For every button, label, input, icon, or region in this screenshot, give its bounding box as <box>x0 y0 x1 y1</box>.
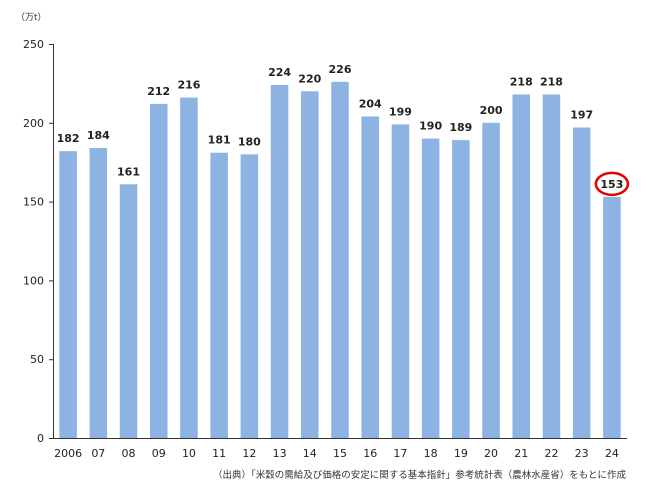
value-label-19: 189 <box>449 121 472 134</box>
bar-15 <box>331 81 349 438</box>
bar-14 <box>301 91 319 438</box>
x-tick-label-10: 10 <box>182 447 196 460</box>
bar-24 <box>603 196 621 438</box>
bar-09 <box>149 103 168 438</box>
x-tick-label-09: 09 <box>152 447 166 460</box>
value-label-21: 218 <box>510 75 533 88</box>
value-label-13: 224 <box>268 66 291 79</box>
bar-22 <box>542 94 561 438</box>
value-label-23: 197 <box>570 109 593 122</box>
value-label-12: 180 <box>238 135 261 148</box>
value-label-16: 204 <box>359 97 382 110</box>
x-tick-label-16: 16 <box>363 447 377 460</box>
x-tick-label-21: 21 <box>514 447 528 460</box>
value-label-09: 212 <box>147 85 170 98</box>
x-tick-label-14: 14 <box>303 447 317 460</box>
x-tick-label-13: 13 <box>273 447 287 460</box>
bar-19 <box>452 140 470 439</box>
bar-12 <box>240 154 259 438</box>
y-axis-ticks: 0 50 100 150 200 250 <box>23 38 53 445</box>
x-tick-label-07: 07 <box>91 447 105 460</box>
x-axis-labels-group: 2006 07 08 09 10 11 12 13 14 15 16 17 18 19 20 21 22 23 24 <box>54 447 619 460</box>
x-tick-label-15: 15 <box>333 447 347 460</box>
value-labels-group: 182 184 161 212 216 181 180 224 220 226 204 199 190 1… <box>57 63 624 191</box>
value-label-20: 200 <box>480 104 503 117</box>
x-tick-label-20: 20 <box>484 447 498 460</box>
value-label-24: 153 <box>600 178 623 191</box>
bars-group <box>59 81 621 439</box>
value-label-17: 199 <box>389 105 412 118</box>
x-tick-label-12: 12 <box>242 447 256 460</box>
bar-10 <box>180 97 198 439</box>
value-label-10: 216 <box>177 79 200 92</box>
x-tick-label-17: 17 <box>393 447 407 460</box>
bar-16 <box>361 116 379 438</box>
y-tick-label: 100 <box>23 274 44 287</box>
y-tick-label: 250 <box>23 38 44 51</box>
bar-13 <box>270 84 289 438</box>
x-tick-label-18: 18 <box>424 447 438 460</box>
y-tick-label: 150 <box>23 196 44 209</box>
bar-08 <box>119 184 138 438</box>
value-label-14: 220 <box>298 72 321 85</box>
value-label-2006: 182 <box>57 132 80 145</box>
bar-23 <box>572 127 591 438</box>
x-tick-label-19: 19 <box>454 447 468 460</box>
x-tick-label-24: 24 <box>605 447 619 460</box>
value-label-11: 181 <box>208 134 231 147</box>
x-tick-label-2006: 2006 <box>54 447 82 460</box>
bar-11 <box>210 152 228 438</box>
value-label-22: 218 <box>540 75 563 88</box>
value-label-07: 184 <box>87 129 110 142</box>
bar-2006 <box>59 151 77 438</box>
value-label-15: 226 <box>329 63 352 76</box>
x-tick-label-11: 11 <box>212 447 226 460</box>
bar-07 <box>89 148 108 439</box>
x-tick-label-08: 08 <box>122 447 136 460</box>
bar-21 <box>512 94 531 438</box>
bar-18 <box>421 138 440 438</box>
x-tick-label-23: 23 <box>575 447 589 460</box>
value-label-08: 161 <box>117 165 140 178</box>
value-label-18: 190 <box>419 120 442 133</box>
x-tick-label-22: 22 <box>544 447 558 460</box>
bar-20 <box>482 122 500 439</box>
y-tick-label: 0 <box>37 432 44 445</box>
source-note: （出典）「米穀の需給及び価格の安定に関する基本指針」参考統計表（農林水産省）をも… <box>213 469 627 481</box>
y-tick-label: 50 <box>30 353 44 366</box>
y-axis-unit-label: （万t） <box>16 12 47 23</box>
bar-17 <box>391 124 410 438</box>
highlight-circle <box>594 171 630 197</box>
y-tick-label: 200 <box>23 117 44 130</box>
